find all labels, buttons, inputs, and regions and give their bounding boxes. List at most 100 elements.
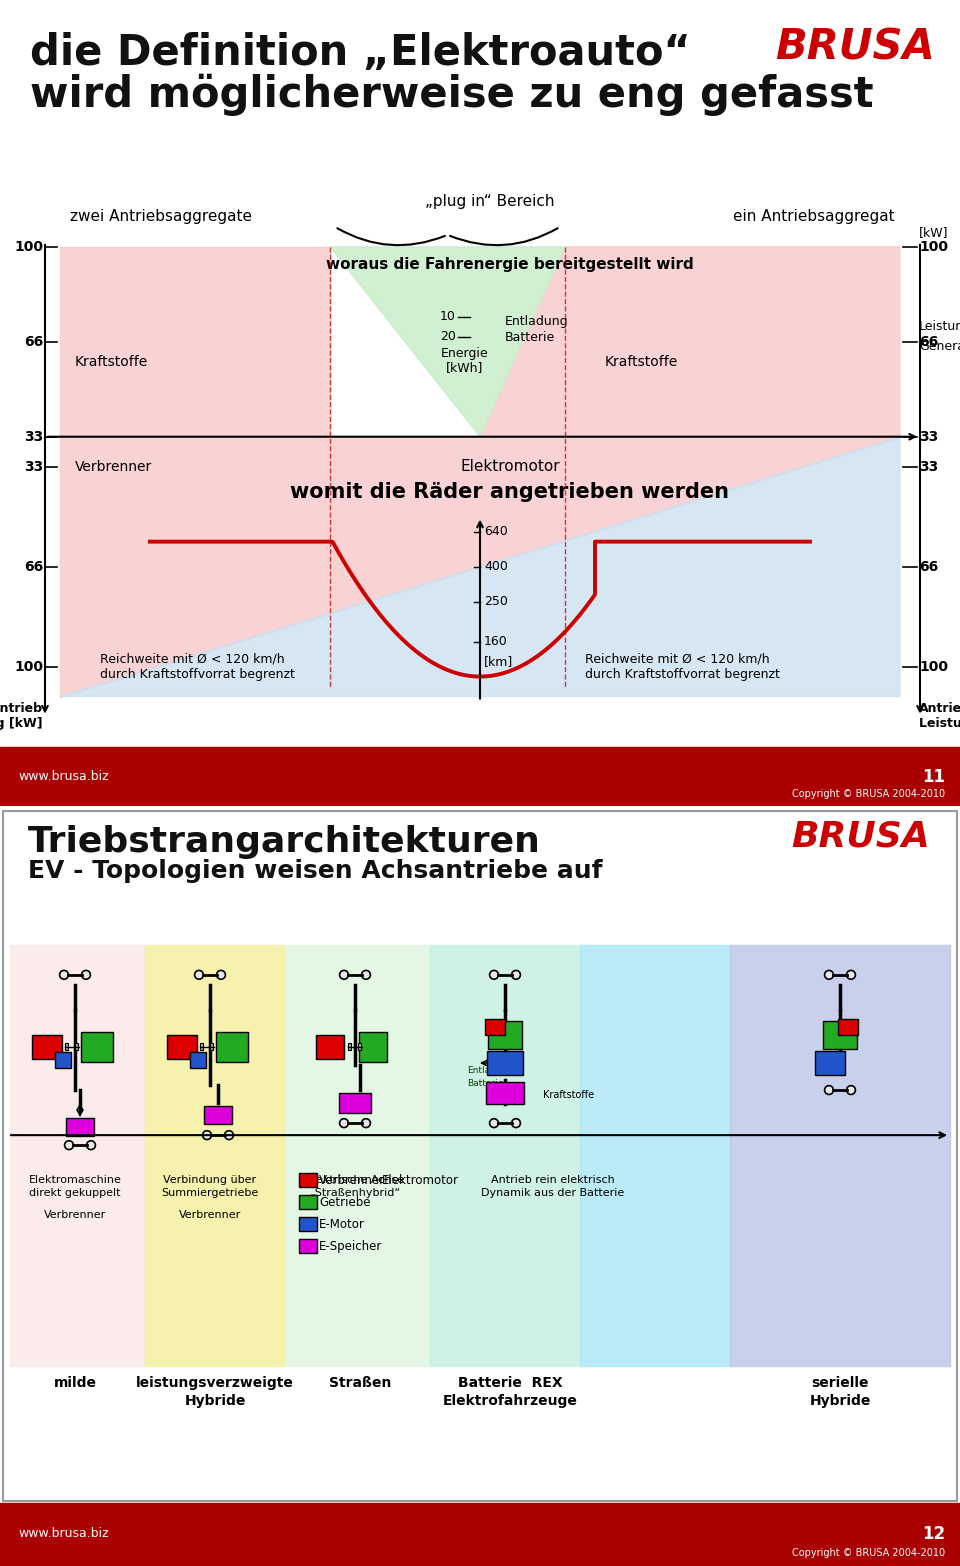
Ellipse shape bbox=[512, 1118, 520, 1128]
Text: Kraftstoffe: Kraftstoffe bbox=[75, 355, 148, 368]
Ellipse shape bbox=[217, 971, 226, 979]
Bar bbox=[487, 1051, 523, 1074]
Text: Reichweite mit Ø < 120 km/h: Reichweite mit Ø < 120 km/h bbox=[585, 651, 770, 666]
Bar bbox=[55, 1052, 71, 1068]
Ellipse shape bbox=[340, 1118, 348, 1128]
Text: [kWh]: [kWh] bbox=[446, 362, 484, 374]
Bar bbox=[65, 1043, 68, 1049]
Text: womit die Räder angetrieben werden: womit die Räder angetrieben werden bbox=[291, 482, 730, 501]
Bar bbox=[838, 1019, 858, 1035]
Text: Elektromotor: Elektromotor bbox=[460, 459, 560, 474]
Text: Triebstrangarchitekturen: Triebstrangarchitekturen bbox=[28, 825, 540, 858]
Bar bbox=[299, 1217, 317, 1231]
Bar bbox=[485, 1019, 505, 1035]
Ellipse shape bbox=[86, 1140, 95, 1149]
Text: 100: 100 bbox=[14, 659, 43, 673]
Text: Batterie: Batterie bbox=[505, 332, 555, 345]
Ellipse shape bbox=[847, 971, 855, 979]
Bar bbox=[815, 1051, 845, 1074]
Bar bbox=[32, 1035, 62, 1059]
Ellipse shape bbox=[825, 1085, 833, 1095]
Bar bbox=[10, 944, 145, 1366]
Text: E-Motor: E-Motor bbox=[319, 1218, 365, 1231]
Text: Copyright © BRUSA 2004-2010: Copyright © BRUSA 2004-2010 bbox=[792, 789, 945, 800]
Text: Entladung: Entladung bbox=[505, 315, 568, 329]
Text: 33: 33 bbox=[24, 429, 43, 443]
Text: ein Antriebsaggregat: ein Antriebsaggregat bbox=[733, 210, 895, 224]
Text: www.brusa.biz: www.brusa.biz bbox=[18, 1527, 108, 1541]
Bar bbox=[299, 1239, 317, 1253]
Text: [km]: [km] bbox=[484, 655, 514, 669]
Text: EV - Topologien weisen Achsantriebe auf: EV - Topologien weisen Achsantriebe auf bbox=[28, 858, 603, 883]
Text: 10: 10 bbox=[440, 310, 456, 323]
Text: die Definition „Elektroauto“: die Definition „Elektroauto“ bbox=[30, 31, 691, 74]
Bar bbox=[145, 944, 285, 1366]
Ellipse shape bbox=[847, 1085, 855, 1095]
Bar bbox=[0, 747, 960, 806]
Bar bbox=[359, 1032, 387, 1062]
Polygon shape bbox=[60, 437, 900, 697]
Text: 20: 20 bbox=[440, 330, 456, 343]
Bar bbox=[75, 1043, 78, 1049]
Text: Verbrenner: Verbrenner bbox=[75, 460, 153, 473]
Text: Batterie: Batterie bbox=[467, 1079, 503, 1087]
Ellipse shape bbox=[340, 971, 348, 979]
Polygon shape bbox=[480, 247, 900, 437]
Ellipse shape bbox=[60, 971, 68, 979]
Text: Getriebe: Getriebe bbox=[319, 1196, 371, 1209]
Ellipse shape bbox=[64, 1140, 73, 1149]
Ellipse shape bbox=[82, 971, 90, 979]
Text: E-Speicher: E-Speicher bbox=[319, 1240, 382, 1253]
Text: Antrieb: Antrieb bbox=[0, 702, 43, 714]
Bar bbox=[488, 1021, 522, 1049]
Text: Antrieb rein elektrisch
Dynamik aus der Batterie: Antrieb rein elektrisch Dynamik aus der … bbox=[481, 1174, 624, 1198]
Ellipse shape bbox=[203, 1131, 211, 1140]
Text: Copyright © BRUSA 2004-2010: Copyright © BRUSA 2004-2010 bbox=[792, 1547, 945, 1558]
Text: „plug in“ Bereich: „plug in“ Bereich bbox=[425, 194, 555, 210]
Bar bbox=[285, 944, 430, 1366]
Text: Leistung [kW]: Leistung [kW] bbox=[0, 717, 43, 730]
Text: Verbindung über
Summiergetriebe: Verbindung über Summiergetriebe bbox=[161, 1174, 258, 1198]
Text: Verbrenner: Verbrenner bbox=[179, 1211, 241, 1220]
Bar bbox=[730, 944, 950, 1366]
Bar bbox=[81, 1032, 113, 1062]
Text: leistungsverzweigte
Hybride: leistungsverzweigte Hybride bbox=[136, 1375, 294, 1408]
Text: BRUSA: BRUSA bbox=[776, 27, 935, 69]
Text: Verbrenner: Verbrenner bbox=[319, 1174, 385, 1187]
Text: durch Kraftstoffvorrat begrenzt: durch Kraftstoffvorrat begrenzt bbox=[100, 669, 295, 681]
Text: Elektromotor: Elektromotor bbox=[382, 1174, 459, 1187]
Bar bbox=[66, 1118, 94, 1137]
Bar bbox=[167, 1035, 197, 1059]
Text: Entladung: Entladung bbox=[467, 1065, 514, 1074]
Ellipse shape bbox=[490, 1118, 498, 1128]
Ellipse shape bbox=[825, 971, 833, 979]
Bar bbox=[299, 1195, 317, 1209]
Bar bbox=[204, 1106, 232, 1124]
Text: Kraftstoffe: Kraftstoffe bbox=[543, 1090, 594, 1099]
Text: 250: 250 bbox=[484, 595, 508, 608]
Bar bbox=[316, 1035, 344, 1059]
Text: 33: 33 bbox=[919, 460, 938, 473]
Text: BRUSA: BRUSA bbox=[791, 819, 930, 853]
Bar bbox=[216, 1032, 248, 1062]
Text: 66: 66 bbox=[24, 559, 43, 573]
Text: Elektromaschine
direkt gekuppelt: Elektromaschine direkt gekuppelt bbox=[29, 1174, 121, 1198]
Ellipse shape bbox=[225, 1131, 233, 1140]
Ellipse shape bbox=[512, 971, 520, 979]
Text: zwei Antriebsaggregate: zwei Antriebsaggregate bbox=[70, 210, 252, 224]
Text: Antrieb: Antrieb bbox=[919, 702, 960, 714]
Text: Leistung [kW]: Leistung [kW] bbox=[919, 717, 960, 730]
Text: wird möglicherweise zu eng gefasst: wird möglicherweise zu eng gefasst bbox=[30, 74, 874, 116]
Text: 66: 66 bbox=[919, 335, 938, 349]
Bar bbox=[0, 1503, 960, 1566]
Ellipse shape bbox=[362, 971, 371, 979]
Bar bbox=[358, 1043, 361, 1049]
Ellipse shape bbox=[195, 971, 204, 979]
Text: Verbrenner: Verbrenner bbox=[44, 1211, 107, 1220]
Text: 11: 11 bbox=[922, 767, 945, 786]
Text: 12: 12 bbox=[922, 1525, 945, 1543]
Text: 100: 100 bbox=[919, 659, 948, 673]
Bar bbox=[580, 944, 730, 1366]
Text: Leistung: Leistung bbox=[919, 321, 960, 334]
Bar bbox=[190, 1052, 206, 1068]
